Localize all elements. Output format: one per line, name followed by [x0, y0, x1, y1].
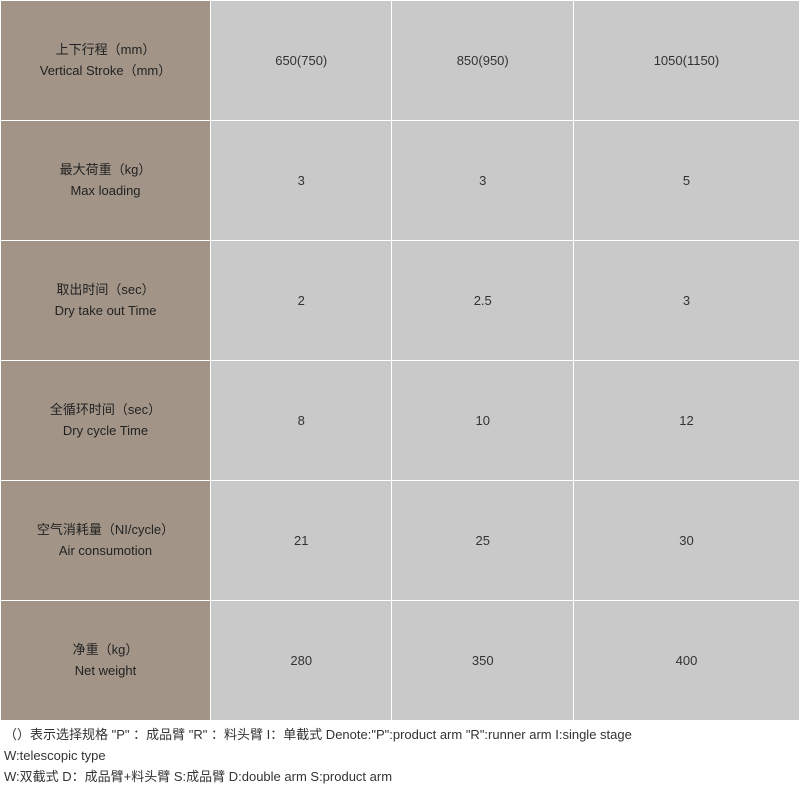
row-value: 650(750)	[211, 1, 392, 121]
spec-table-body: 上下行程（mm） Vertical Stroke（mm） 650(750) 85…	[1, 1, 800, 721]
row-value: 3	[573, 241, 799, 361]
footnotes: （）表示选择规格 "P" ：成品臂 "R" ：料头臂 I：单截式 Denote:…	[0, 721, 800, 787]
row-label: 净重（kg） Net weight	[1, 601, 211, 721]
footnote-line: （）表示选择规格 "P" ：成品臂 "R" ：料头臂 I：单截式 Denote:…	[4, 725, 796, 746]
row-value: 1050(1150)	[573, 1, 799, 121]
table-row: 最大荷重（kg） Max loading 3 3 5	[1, 121, 800, 241]
row-label-en: Dry take out Time	[55, 303, 157, 318]
row-label: 最大荷重（kg） Max loading	[1, 121, 211, 241]
row-value: 30	[573, 481, 799, 601]
row-label: 上下行程（mm） Vertical Stroke（mm）	[1, 1, 211, 121]
row-value: 3	[211, 121, 392, 241]
row-value: 10	[392, 361, 573, 481]
row-label-en: Dry cycle Time	[63, 423, 148, 438]
row-label: 取出时间（sec） Dry take out Time	[1, 241, 211, 361]
table-row: 上下行程（mm） Vertical Stroke（mm） 650(750) 85…	[1, 1, 800, 121]
row-label-cn: 全循环时间（sec）	[50, 402, 161, 417]
table-row: 净重（kg） Net weight 280 350 400	[1, 601, 800, 721]
row-value: 21	[211, 481, 392, 601]
row-label-cn: 净重（kg）	[73, 642, 139, 657]
table-row: 取出时间（sec） Dry take out Time 2 2.5 3	[1, 241, 800, 361]
row-value: 5	[573, 121, 799, 241]
row-label-cn: 上下行程（mm）	[56, 42, 156, 57]
row-label-cn: 空气消耗量（NI/cycle）	[37, 522, 174, 537]
table-row: 空气消耗量（NI/cycle） Air consumotion 21 25 30	[1, 481, 800, 601]
row-value: 850(950)	[392, 1, 573, 121]
row-value: 280	[211, 601, 392, 721]
row-value: 400	[573, 601, 799, 721]
row-value: 25	[392, 481, 573, 601]
row-value: 2	[211, 241, 392, 361]
row-label-en: Max loading	[70, 183, 140, 198]
footnote-line: W:telescopic type	[4, 746, 796, 767]
row-label-en: Air consumotion	[59, 543, 152, 558]
row-value: 12	[573, 361, 799, 481]
row-value: 8	[211, 361, 392, 481]
spec-table: 上下行程（mm） Vertical Stroke（mm） 650(750) 85…	[0, 0, 800, 721]
table-row: 全循环时间（sec） Dry cycle Time 8 10 12	[1, 361, 800, 481]
row-label-cn: 取出时间（sec）	[56, 282, 154, 297]
footnote-line: W:双截式 D：成品臂+料头臂 S:成品臂 D:double arm S:pro…	[4, 767, 796, 788]
row-value: 3	[392, 121, 573, 241]
row-label-en: Net weight	[75, 663, 136, 678]
row-value: 350	[392, 601, 573, 721]
row-label-en: Vertical Stroke（mm）	[40, 63, 171, 78]
row-label: 空气消耗量（NI/cycle） Air consumotion	[1, 481, 211, 601]
row-label: 全循环时间（sec） Dry cycle Time	[1, 361, 211, 481]
row-value: 2.5	[392, 241, 573, 361]
row-label-cn: 最大荷重（kg）	[60, 162, 152, 177]
